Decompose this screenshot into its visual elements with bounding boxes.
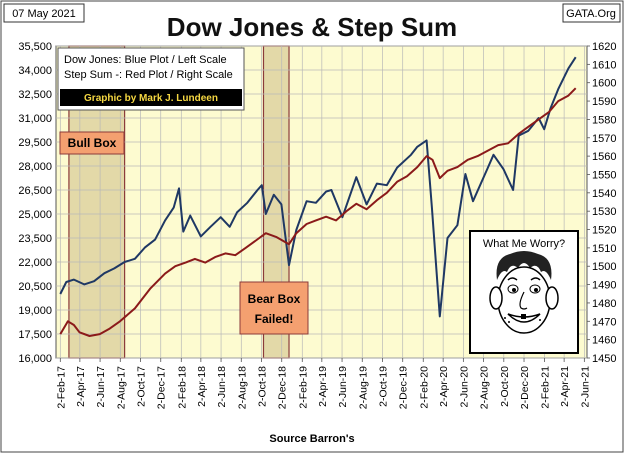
y-right-tick-label: 1570 (592, 133, 616, 145)
y-right-tick-label: 1550 (592, 169, 616, 181)
bull-box-label: Bull Box (59, 131, 125, 155)
header-date: 07 May 2021 (12, 8, 76, 20)
x-axis-source-label: Source Barron's (269, 433, 354, 445)
x-tick-label: 2-Jun-17 (95, 366, 107, 408)
x-tick-label: 2-Jun-20 (458, 366, 470, 408)
x-tick-label: 2-Dec-20 (519, 366, 531, 409)
y-left-tick-label: 23,500 (18, 233, 52, 245)
credit-text: Graphic by Mark J. Lundeen (84, 93, 218, 104)
series-line-dow-jones (59, 56, 577, 318)
cartoon-face-icon (489, 251, 559, 334)
y-right-tick-label: 1560 (592, 151, 616, 163)
legend-line-dow: Dow Jones: Blue Plot / Left Scale (64, 54, 227, 66)
y-left-tick-label: 22,000 (18, 257, 52, 269)
y-right-tick-label: 1520 (592, 225, 616, 237)
y-right-ticks: 1450 1460 1470 1480 1490 1500 1510 1520 1530 1540… (587, 41, 616, 365)
x-tick-label: 2-Oct-19 (377, 366, 389, 407)
y-left-tick-label: 31,000 (18, 113, 52, 125)
x-tick-label: 2-Jun-19 (337, 366, 349, 408)
series-line-step-sum (59, 87, 577, 337)
y-left-tick-label: 17,500 (18, 329, 52, 341)
y-right-tick-label: 1490 (592, 280, 616, 292)
bull-box-text: Bull Box (68, 136, 117, 150)
x-tick-label: 2-Feb-18 (176, 366, 188, 409)
x-tick-label: 2-Apr-20 (438, 366, 450, 407)
y-left-tick-label: 34,000 (18, 65, 52, 77)
x-tick-label: 2-Apr-17 (75, 366, 87, 407)
what-me-worry-inset: What Me Worry? (469, 230, 579, 354)
x-tick-label: 2-Aug-17 (115, 366, 127, 409)
x-tick-label: 2-Jun-18 (216, 366, 228, 408)
x-tick-label: 2-Aug-18 (236, 366, 248, 409)
x-tick-label: 2-Oct-17 (136, 366, 148, 407)
y-right-tick-label: 1610 (592, 59, 616, 71)
y-left-tick-label: 19,000 (18, 305, 52, 317)
y-left-ticks: 16,000 17,500 19,000 20,500 22,000 23,500 25,0… (18, 41, 52, 365)
credit-bar (60, 89, 242, 106)
x-tick-label: 2-Oct-20 (499, 366, 511, 407)
bear-box-label-bg (239, 281, 309, 335)
y-right-tick-label: 1530 (592, 206, 616, 218)
y-left-tick-label: 35,500 (18, 41, 52, 53)
x-tick-label: 2-Apr-21 (559, 366, 571, 407)
y-right-tick-label: 1500 (592, 261, 616, 273)
y-right-tick-label: 1620 (592, 41, 616, 53)
x-tick-label: 2-Feb-20 (418, 366, 430, 409)
x-ticks: 2-Feb-17 2-Apr-17 2-Jun-17 2-Aug-17 2-Oct-17… (55, 358, 591, 409)
x-tick-label: 2-Dec-19 (398, 366, 410, 409)
y-left-tick-label: 28,000 (18, 161, 52, 173)
bear-box-text-line2: Failed! (255, 312, 294, 326)
date-box (3, 3, 85, 23)
y-right-tick-label: 1460 (592, 335, 616, 347)
legend-box: Dow Jones: Blue Plot / Left Scale Step S… (57, 47, 245, 111)
y-left-tick-label: 20,500 (18, 281, 52, 293)
x-tick-label: 2-Apr-18 (196, 366, 208, 407)
chart-title: Dow Jones & Step Sum (167, 12, 457, 42)
x-tick-label: 2-Oct-18 (257, 366, 269, 407)
x-tick-label: 2-Aug-19 (357, 366, 369, 409)
header-site: GATA.Org (566, 8, 616, 20)
x-tick-label: 2-Aug-20 (479, 366, 491, 409)
x-tick-label: 2-Feb-19 (297, 366, 309, 409)
series-lines (59, 56, 577, 337)
x-tick-label: 2-Dec-18 (277, 366, 289, 409)
y-right-tick-label: 1470 (592, 316, 616, 328)
y-right-tick-label: 1540 (592, 188, 616, 200)
y-right-tick-label: 1580 (592, 114, 616, 126)
y-right-tick-label: 1510 (592, 243, 616, 255)
bear-box-text-line1: Bear Box (248, 292, 301, 306)
x-tick-label: 2-Jun-21 (579, 366, 591, 408)
x-tick-label: 2-Feb-17 (55, 366, 67, 409)
y-left-tick-label: 25,000 (18, 209, 52, 221)
y-right-tick-label: 1450 (592, 353, 616, 365)
bull-box-label-bg (59, 131, 125, 155)
bear-box-label: Bear Box Failed! (239, 281, 309, 335)
y-left-tick-label: 29,500 (18, 137, 52, 149)
y-right-tick-label: 1600 (592, 78, 616, 90)
y-right-tick-label: 1590 (592, 96, 616, 108)
what-me-worry-text: What Me Worry? (483, 238, 565, 250)
y-left-tick-label: 16,000 (18, 353, 52, 365)
site-box (562, 3, 621, 23)
x-tick-label: 2-Apr-19 (317, 366, 329, 407)
y-right-tick-label: 1480 (592, 298, 616, 310)
y-left-tick-label: 32,500 (18, 89, 52, 101)
legend-line-stepsum: Step Sum -: Red Plot / Right Scale (64, 69, 233, 81)
x-tick-label: 2-Feb-21 (540, 366, 552, 409)
x-tick-label: 2-Dec-17 (156, 366, 168, 409)
y-left-tick-label: 26,500 (18, 185, 52, 197)
